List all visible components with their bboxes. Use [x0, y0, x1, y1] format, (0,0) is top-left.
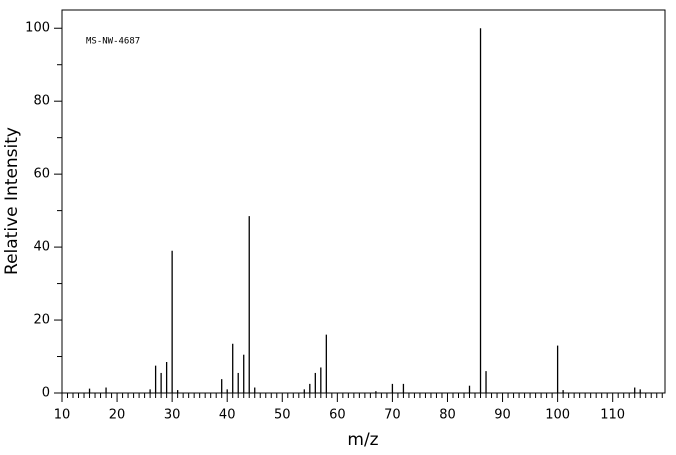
- y-tick-label: 20: [33, 313, 50, 328]
- x-tick-label: 60: [329, 408, 346, 423]
- x-tick-label: 70: [384, 408, 401, 423]
- y-axis-label: Relative Intensity: [2, 127, 22, 275]
- y-tick-label: 60: [33, 167, 50, 182]
- x-tick-label: 50: [274, 408, 291, 423]
- x-tick-label: 30: [164, 408, 181, 423]
- x-tick-label: 110: [600, 408, 625, 423]
- x-tick-label: 40: [219, 408, 236, 423]
- y-tick-label: 0: [42, 386, 50, 401]
- plot-frame: [61, 9, 666, 394]
- annotation: MS-NW-4687: [86, 37, 140, 47]
- x-tick-label: 10: [54, 408, 71, 423]
- x-tick-label: 80: [439, 408, 456, 423]
- x-tick-label: 20: [109, 408, 126, 423]
- x-axis-label: m/z: [347, 430, 378, 450]
- x-tick-label: 90: [494, 408, 511, 423]
- y-tick-label: 80: [33, 94, 50, 109]
- y-tick-label: 40: [33, 240, 50, 255]
- x-tick-label: 100: [545, 408, 570, 423]
- y-tick-label: 100: [25, 21, 50, 36]
